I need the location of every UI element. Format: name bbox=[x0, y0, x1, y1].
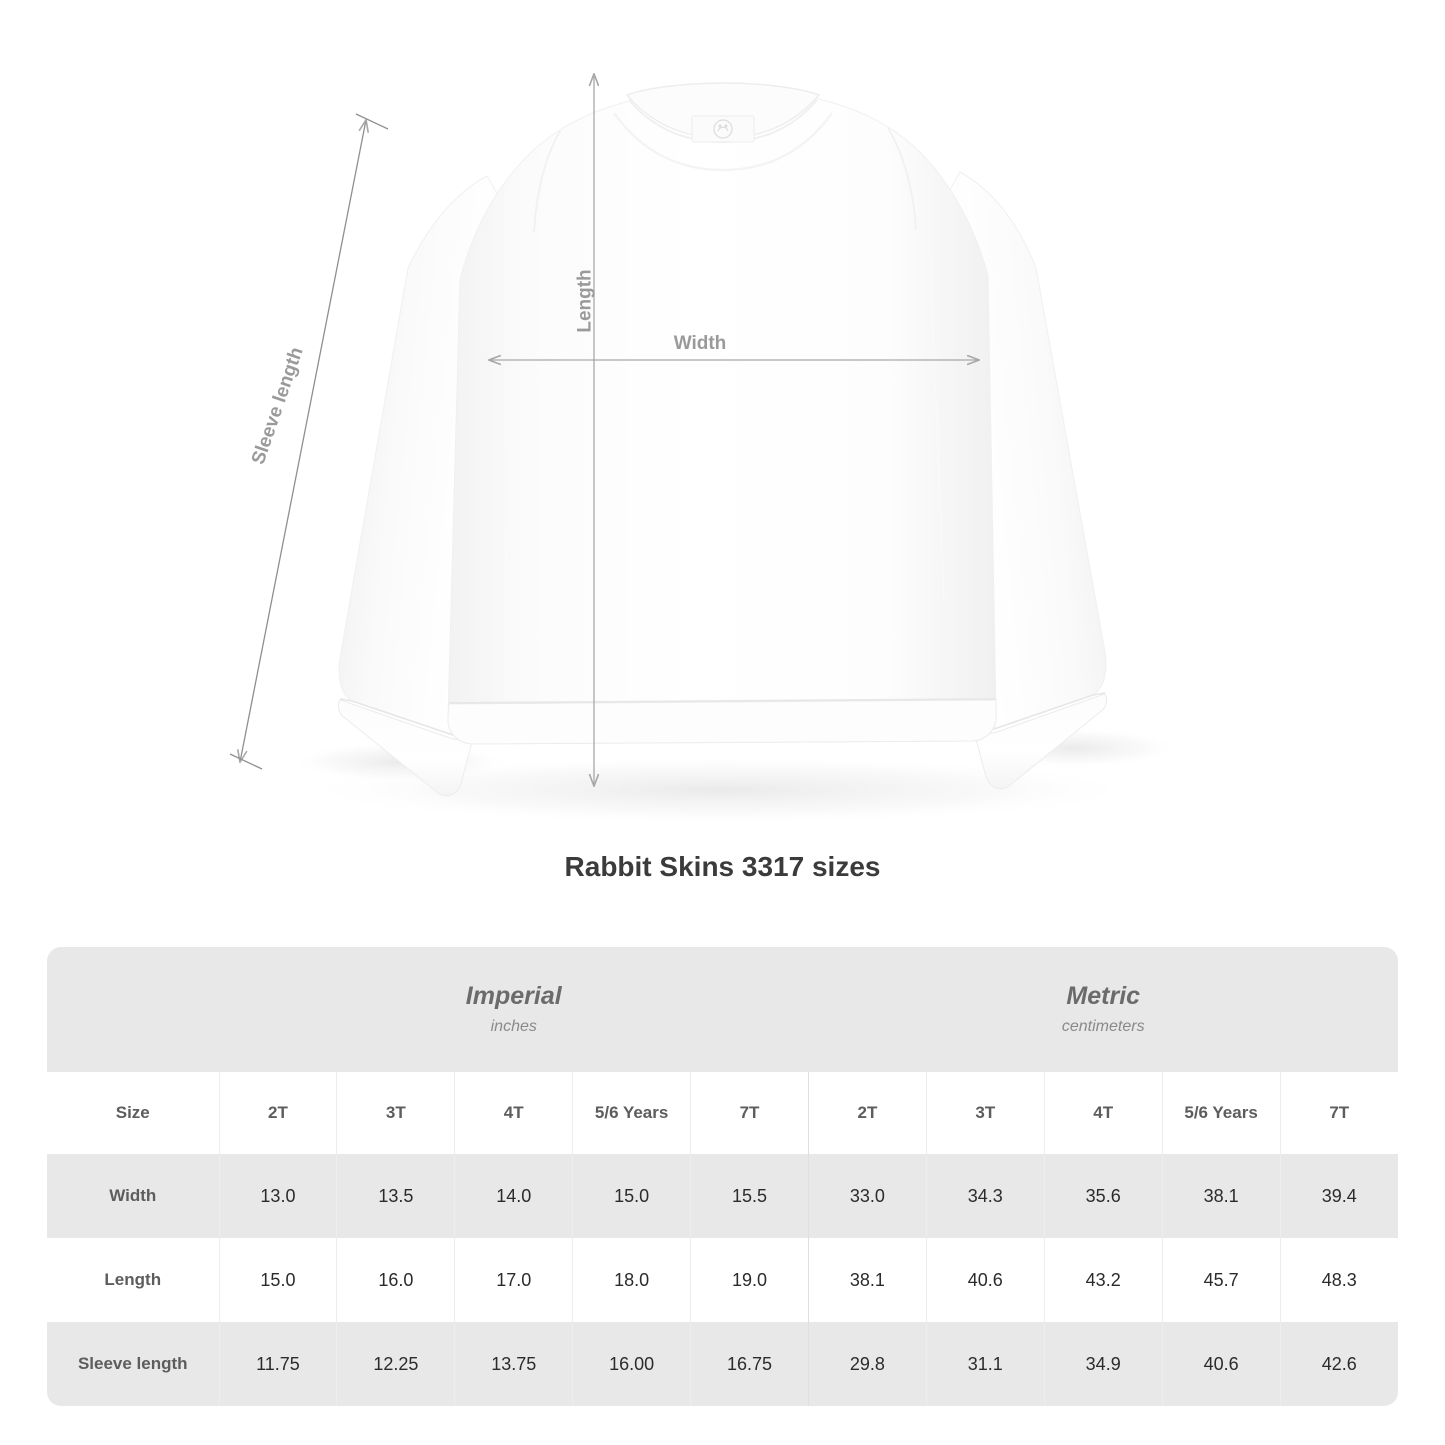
header-cell-metric-2t: 2T bbox=[808, 1072, 927, 1154]
cell-length-metric-4t: 43.2 bbox=[1044, 1238, 1163, 1322]
cell-sleeve-imperial-4t: 13.75 bbox=[454, 1322, 574, 1406]
table-row: Length 15.0 16.0 17.0 18.0 19.0 38.1 40.… bbox=[47, 1238, 1398, 1322]
cell-sleeve-imperial-56y: 16.00 bbox=[572, 1322, 692, 1406]
table-row: Width 13.0 13.5 14.0 15.0 15.5 33.0 34.3… bbox=[47, 1154, 1398, 1238]
cell-width-metric-7t: 39.4 bbox=[1280, 1154, 1398, 1238]
cell-length-imperial-56y: 18.0 bbox=[572, 1238, 692, 1322]
header-cell-metric-4t: 4T bbox=[1044, 1072, 1163, 1154]
width-label: Width bbox=[673, 333, 727, 354]
header-cell-imperial-3t: 3T bbox=[336, 1072, 456, 1154]
table-row: Sleeve length 11.75 12.25 13.75 16.00 16… bbox=[47, 1322, 1398, 1406]
cell-length-metric-56y: 45.7 bbox=[1162, 1238, 1281, 1322]
cell-length-imperial-2t: 15.0 bbox=[219, 1238, 338, 1322]
neck-label-icon bbox=[691, 115, 755, 143]
cell-width-metric-3t: 34.3 bbox=[926, 1154, 1045, 1238]
header-cell-size: Size bbox=[47, 1072, 220, 1154]
header-cell-imperial-4t: 4T bbox=[454, 1072, 574, 1154]
unit-name-metric: Metric bbox=[1066, 981, 1141, 1010]
cell-length-metric-3t: 40.6 bbox=[926, 1238, 1045, 1322]
garment-diagram: Width Length Sleeve length bbox=[229, 0, 1180, 824]
cell-width-metric-4t: 35.6 bbox=[1044, 1154, 1163, 1238]
unit-header-imperial: Imperial inches bbox=[219, 947, 809, 1072]
sleeve-tick-top bbox=[355, 113, 389, 130]
sleeve-length-arrow bbox=[240, 120, 366, 762]
header-cell-imperial-7t: 7T bbox=[690, 1072, 809, 1154]
unit-header-metric: Metric centimeters bbox=[808, 947, 1398, 1072]
unit-name-imperial: Imperial bbox=[465, 981, 562, 1010]
size-chart-table: Imperial inches Metric centimeters Size … bbox=[47, 947, 1398, 1406]
header-cell-imperial-56y: 5/6 Years bbox=[572, 1072, 692, 1154]
unit-sub-metric: centimeters bbox=[1061, 1018, 1145, 1036]
cell-sleeve-metric-2t: 29.8 bbox=[808, 1322, 927, 1406]
unit-header-spacer bbox=[47, 947, 219, 1072]
cell-length-metric-7t: 48.3 bbox=[1280, 1238, 1398, 1322]
cell-width-imperial-3t: 13.5 bbox=[336, 1154, 456, 1238]
unit-system-header-row: Imperial inches Metric centimeters bbox=[47, 947, 1398, 1072]
page-title: Rabbit Skins 3317 sizes bbox=[564, 851, 881, 882]
cell-sleeve-metric-7t: 42.6 bbox=[1280, 1322, 1398, 1406]
cell-sleeve-imperial-2t: 11.75 bbox=[219, 1322, 338, 1406]
sweatshirt-illustration bbox=[229, 0, 1180, 824]
cell-width-imperial-2t: 13.0 bbox=[219, 1154, 338, 1238]
cell-length-imperial-7t: 19.0 bbox=[690, 1238, 809, 1322]
header-cell-metric-56y: 5/6 Years bbox=[1162, 1072, 1281, 1154]
header-cell-metric-7t: 7T bbox=[1280, 1072, 1398, 1154]
unit-sub-imperial: inches bbox=[490, 1018, 537, 1036]
header-cell-metric-3t: 3T bbox=[926, 1072, 1045, 1154]
header-cell-imperial-2t: 2T bbox=[219, 1072, 338, 1154]
sleeve-tick-bottom bbox=[229, 753, 263, 770]
row-label-length: Length bbox=[47, 1238, 220, 1322]
size-header-row: Size 2T 3T 4T 5/6 Years 7T 2T 3T 4T 5/6 … bbox=[47, 1072, 1398, 1154]
size-chart-container: Imperial inches Metric centimeters Size … bbox=[47, 947, 1398, 1406]
cell-sleeve-imperial-3t: 12.25 bbox=[336, 1322, 456, 1406]
cell-width-imperial-4t: 14.0 bbox=[454, 1154, 574, 1238]
row-label-width: Width bbox=[47, 1154, 220, 1238]
length-label: Length bbox=[574, 269, 596, 333]
cell-length-imperial-4t: 17.0 bbox=[454, 1238, 574, 1322]
cell-length-imperial-3t: 16.0 bbox=[336, 1238, 456, 1322]
row-label-sleeve-length: Sleeve length bbox=[47, 1322, 220, 1406]
cell-sleeve-imperial-7t: 16.75 bbox=[690, 1322, 809, 1406]
cell-width-metric-2t: 33.0 bbox=[808, 1154, 927, 1238]
cell-sleeve-metric-4t: 34.9 bbox=[1044, 1322, 1163, 1406]
cell-sleeve-metric-3t: 31.1 bbox=[926, 1322, 1045, 1406]
cell-length-metric-2t: 38.1 bbox=[808, 1238, 927, 1322]
cell-width-metric-56y: 38.1 bbox=[1162, 1154, 1281, 1238]
cell-width-imperial-56y: 15.0 bbox=[572, 1154, 692, 1238]
cell-width-imperial-7t: 15.5 bbox=[690, 1154, 809, 1238]
cell-sleeve-metric-56y: 40.6 bbox=[1162, 1322, 1281, 1406]
